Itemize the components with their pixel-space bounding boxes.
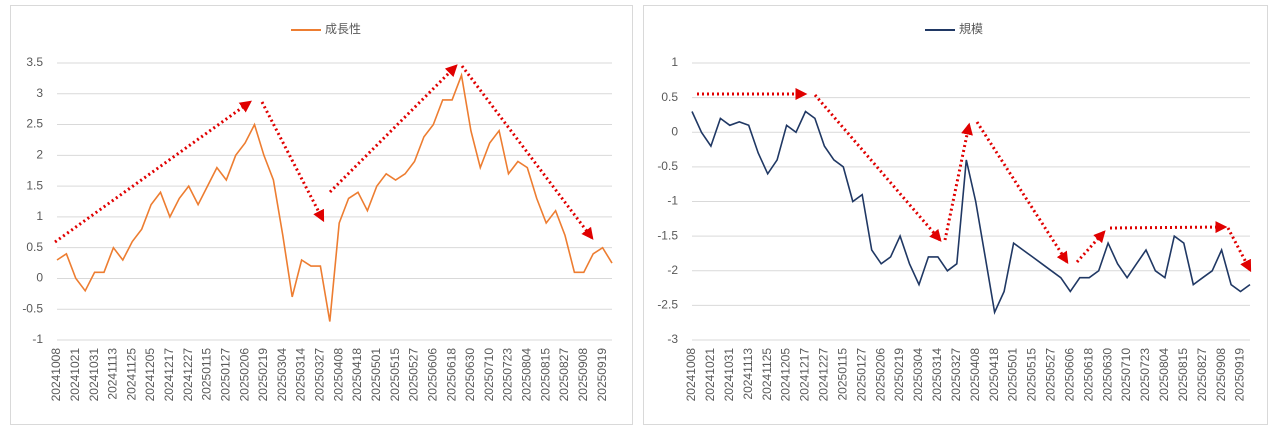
y-tick-label: 1 <box>36 209 43 223</box>
x-tick-label: 20250723 <box>501 348 515 402</box>
x-tick-label: 20250127 <box>854 348 868 402</box>
x-tick-label: 20250206 <box>873 348 887 402</box>
x-tick-label: 20250710 <box>1119 348 1133 402</box>
y-tick-label: -2 <box>667 263 678 277</box>
x-tick-label: 20250418 <box>350 348 364 402</box>
x-tick-label: 20250515 <box>1025 348 1039 402</box>
x-tick-label: 20250618 <box>1081 348 1095 402</box>
y-tick-label: 1 <box>671 55 678 69</box>
x-tick-label: 20241125 <box>124 348 138 401</box>
y-tick-label: 3 <box>36 86 43 100</box>
x-tick-label: 20250527 <box>407 348 421 402</box>
x-tick-label: 20250827 <box>1195 348 1209 402</box>
x-tick-label: 20241021 <box>703 348 717 402</box>
x-tick-label: 20241217 <box>798 348 812 402</box>
charts: -1 -0.5 0 0.5 1 1.5 2 2.5 3 3.5 20241008 20241021 20… <box>22 21 1251 402</box>
y-tick-label: 0 <box>671 124 678 138</box>
x-tick-label: 20250618 <box>444 348 458 402</box>
x-tick-label: 20250408 <box>968 348 982 402</box>
x-tick-label: 20250908 <box>1214 348 1228 402</box>
x-tick-label: 20250115 <box>835 348 849 401</box>
x-tick-label: 20250919 <box>1233 348 1247 402</box>
x-tick-label: 20250630 <box>1100 348 1114 402</box>
x-tick-label: 20250206 <box>237 348 251 402</box>
annotations <box>54 64 1252 273</box>
y-tick-label: 0 <box>36 271 43 285</box>
y-tick-label: -3 <box>667 332 678 346</box>
trend-arrow <box>460 65 594 240</box>
x-tick-label: 20241008 <box>684 348 698 402</box>
trend-arrow <box>1109 221 1228 234</box>
x-tick-label: 20250815 <box>1176 348 1190 402</box>
x-tick-label: 20250919 <box>595 348 609 402</box>
trend-arrow <box>260 101 325 223</box>
x-tick-label: 20250501 <box>1006 348 1020 402</box>
chart-panel <box>643 5 1268 425</box>
y-tick-label: -1.5 <box>657 228 678 242</box>
x-tick-label: 20241125 <box>760 348 774 401</box>
x-tick-label: 20241021 <box>68 348 82 402</box>
x-tick-label: 20241227 <box>181 348 195 402</box>
x-tick-label: 20250314 <box>930 348 944 402</box>
x-tick-label: 20250527 <box>1044 348 1058 402</box>
trend-arrow <box>1075 230 1106 264</box>
x-tick-label: 20241031 <box>87 348 101 402</box>
x-tick-label: 20250314 <box>294 348 308 402</box>
x-tick-label: 20250723 <box>1138 348 1152 402</box>
x-tick-label: 20250515 <box>388 348 402 402</box>
y-tick-label: -0.5 <box>22 301 43 315</box>
x-tick-label: 20241205 <box>779 348 793 402</box>
y-tick-label: 3.5 <box>26 55 43 69</box>
x-tick-label: 20250908 <box>576 348 590 402</box>
x-tick-label: 20250127 <box>218 348 232 402</box>
x-tick-label: 20241113 <box>106 348 120 400</box>
x-tick-label: 20241227 <box>817 348 831 402</box>
y-tick-label: 2.5 <box>26 117 43 131</box>
x-tick-label: 20250418 <box>987 348 1001 402</box>
x-tick-label: 20250815 <box>538 348 552 402</box>
x-tick-label: 20241113 <box>741 348 755 400</box>
trend-arrow <box>54 100 252 244</box>
y-tick-label: -0.5 <box>657 159 678 173</box>
y-tick-label: 0.5 <box>661 90 678 104</box>
y-tick-label: -1 <box>32 332 43 346</box>
x-tick-label: 20250115 <box>200 348 214 401</box>
x-tick-label: 20241008 <box>49 348 63 402</box>
legend-label: 成長性 <box>325 22 361 36</box>
x-tick-label: 20250327 <box>949 348 963 402</box>
y-tick-label: 1.5 <box>26 178 43 192</box>
x-tick-label: 20250606 <box>1062 348 1076 402</box>
x-tick-label: 20250630 <box>463 348 477 402</box>
x-tick-label: 20250219 <box>892 348 906 402</box>
x-tick-label: 20250304 <box>911 348 925 402</box>
line-series <box>691 110 1251 315</box>
trend-arrow <box>813 94 942 242</box>
legend-label: 規模 <box>959 21 983 36</box>
y-tick-label: 0.5 <box>26 240 43 254</box>
x-tick-label: 20250327 <box>313 348 327 402</box>
x-tick-label: 20250827 <box>557 348 571 402</box>
x-tick-label: 20241031 <box>722 348 736 402</box>
x-tick-label: 20250804 <box>520 348 534 402</box>
x-tick-label: 20241205 <box>143 348 157 402</box>
y-tick-label: -2.5 <box>657 298 678 312</box>
x-tick-label: 20250501 <box>369 348 383 402</box>
x-tick-label: 20250710 <box>482 348 496 402</box>
x-tick-label: 20250606 <box>425 348 439 402</box>
y-tick-label: -1 <box>667 194 678 208</box>
x-tick-label: 20241217 <box>162 348 176 402</box>
line-series <box>56 72 613 322</box>
y-tick-label: 2 <box>36 148 43 162</box>
x-tick-label: 20250219 <box>256 348 270 402</box>
x-tick-label: 20250304 <box>275 348 289 402</box>
x-tick-label: 20250408 <box>331 348 345 402</box>
x-tick-label: 20250804 <box>1157 348 1171 402</box>
